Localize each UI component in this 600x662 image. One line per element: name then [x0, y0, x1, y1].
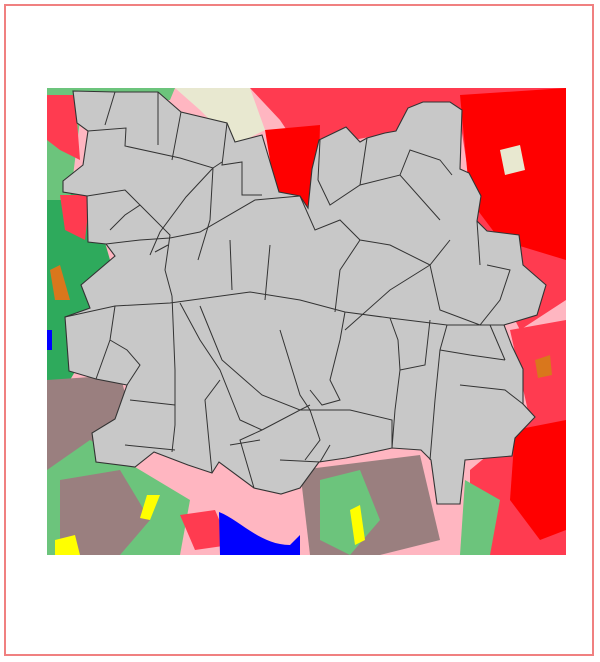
land-cover-patch: [60, 195, 90, 240]
district-outline: [62, 90, 547, 505]
land-cover-patch: [510, 420, 566, 540]
land-cover-patch: [180, 510, 230, 550]
district-boundary: [104, 91, 116, 126]
land-cover-patch: [535, 355, 552, 378]
district-boundary: [179, 302, 263, 431]
land-cover-patch: [60, 470, 150, 555]
district-boundary: [429, 264, 511, 326]
land-cover-patch: [47, 95, 80, 160]
district-boundary: [261, 409, 393, 448]
district-boundary: [334, 239, 361, 313]
land-cover-patch: [50, 265, 70, 300]
district-boundary: [139, 204, 173, 297]
map-frame: [4, 4, 594, 656]
district-boundary: [359, 137, 368, 186]
district-boundary: [489, 324, 506, 361]
land-cover-patch: [265, 125, 320, 210]
district-boundary: [319, 444, 331, 463]
district-boundary: [199, 305, 311, 411]
land-cover-patch: [140, 495, 160, 520]
district-boundary: [399, 319, 431, 371]
district-boundary: [64, 291, 505, 326]
district-boundary: [171, 295, 176, 453]
district-boundary: [229, 439, 261, 446]
land-cover-patch: [500, 145, 525, 175]
land-cover-patch: [55, 535, 80, 555]
district-boundary: [124, 444, 176, 451]
district-boundary: [476, 220, 481, 266]
district-boundary: [439, 349, 506, 361]
land-cover-patch: [175, 88, 265, 145]
water-body: [219, 512, 300, 555]
district-boundary: [309, 311, 346, 406]
district-boundary: [105, 195, 301, 245]
district-boundary: [154, 244, 169, 253]
land-cover-patch: [47, 330, 52, 350]
district-boundary: [459, 384, 524, 405]
district-boundary: [204, 379, 221, 474]
land-cover-patch: [320, 470, 380, 555]
land-cover-patch: [460, 88, 566, 260]
district-boundary: [317, 139, 441, 221]
district-boundary: [229, 239, 233, 291]
land-cover-patch: [350, 505, 365, 545]
district-boundary: [109, 339, 141, 386]
district-boundary: [197, 167, 214, 261]
district-boundary: [129, 399, 176, 406]
district-boundary: [429, 324, 448, 461]
district-boundary: [264, 244, 271, 301]
district-boundary: [171, 111, 182, 161]
district-boundary: [239, 429, 263, 489]
land-cover-patch: [47, 375, 127, 480]
district-boundary: [149, 167, 214, 256]
land-cover-patch: [460, 480, 500, 555]
district-boundary: [399, 149, 453, 176]
district-boundary: [279, 459, 321, 463]
district-boundary: [221, 122, 262, 196]
district-boundary: [344, 264, 431, 331]
district-boundary: [87, 127, 223, 169]
district-boundaries: [62, 90, 547, 505]
